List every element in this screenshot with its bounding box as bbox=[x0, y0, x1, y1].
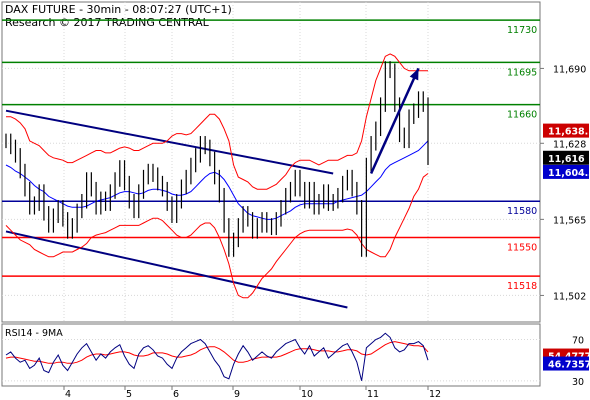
rsi-panel: 703054.477746.7357 bbox=[2, 332, 590, 388]
level-label-11550: 11550 bbox=[507, 242, 537, 253]
channel-lower-line bbox=[5, 230, 348, 309]
price-badge-bg bbox=[543, 164, 589, 179]
price-series bbox=[5, 61, 429, 257]
time-tick-label: 10 bbox=[301, 389, 313, 400]
bollinger-lower-line bbox=[5, 173, 429, 299]
rsi-title: RSI14 - 9MA bbox=[5, 328, 63, 339]
moving-average-line bbox=[5, 140, 429, 220]
bollinger-upper-line bbox=[6, 53, 428, 190]
chart-copyright: Research © 2017 TRADING CENTRAL bbox=[5, 16, 210, 29]
bollinger-bands bbox=[5, 53, 429, 299]
time-tick-label: 4 bbox=[65, 389, 71, 400]
time-tick-label: 6 bbox=[173, 389, 179, 400]
price-axis: 11,690 11,628 11,565 11,502 bbox=[540, 64, 586, 302]
time-tick-label: 5 bbox=[126, 389, 132, 400]
rsi-panel-frame bbox=[1, 323, 541, 387]
price-badge-label: 11,604.3 bbox=[548, 168, 590, 179]
price-tick-label: 11,502 bbox=[553, 291, 586, 302]
price-badges: 11,638.5 11,616 11,604.3 bbox=[543, 123, 590, 179]
forecast-arrow-head bbox=[409, 68, 419, 81]
trend-channel bbox=[5, 109, 348, 309]
price-badge-bg bbox=[543, 150, 589, 165]
time-tick-label: 11 bbox=[367, 389, 379, 400]
rsi-tick-label: 70 bbox=[572, 336, 584, 347]
chart-title: DAX FUTURE - 30min - 08:07:27 (UTC+1) bbox=[5, 3, 232, 16]
level-label-11660: 11660 bbox=[507, 110, 537, 121]
level-label-11580: 11580 bbox=[507, 206, 537, 217]
rsi-line bbox=[5, 332, 429, 381]
price-badge-label: 11,616 bbox=[548, 154, 585, 165]
rsi-badge-bg bbox=[543, 356, 589, 371]
level-label-11730: 11730 bbox=[507, 25, 537, 36]
price-badge-label: 11,638.5 bbox=[548, 127, 590, 138]
forecast-arrow bbox=[369, 67, 420, 174]
price-badge-bg bbox=[543, 123, 589, 138]
price-tick-label: 11,565 bbox=[553, 215, 586, 226]
time-tick-label: 9 bbox=[234, 389, 240, 400]
channel-upper-line bbox=[5, 109, 334, 175]
price-tick-label: 11,690 bbox=[553, 64, 586, 75]
support-resistance-levels: 11730 11695 11660 11580 11550 11518 bbox=[2, 19, 540, 292]
time-axis: 4 5 6 9 10 11 12 bbox=[63, 386, 441, 400]
time-tick-label: 12 bbox=[429, 389, 441, 400]
rsi-badge-label: 46.7357 bbox=[548, 360, 590, 371]
level-label-11695: 11695 bbox=[507, 67, 537, 78]
rsi-ma-line bbox=[5, 341, 429, 364]
forecast-arrow-shaft bbox=[369, 67, 420, 174]
level-label-11518: 11518 bbox=[507, 281, 537, 292]
price-tick-label: 11,628 bbox=[553, 139, 586, 150]
rsi-tick-label: 30 bbox=[572, 377, 584, 388]
